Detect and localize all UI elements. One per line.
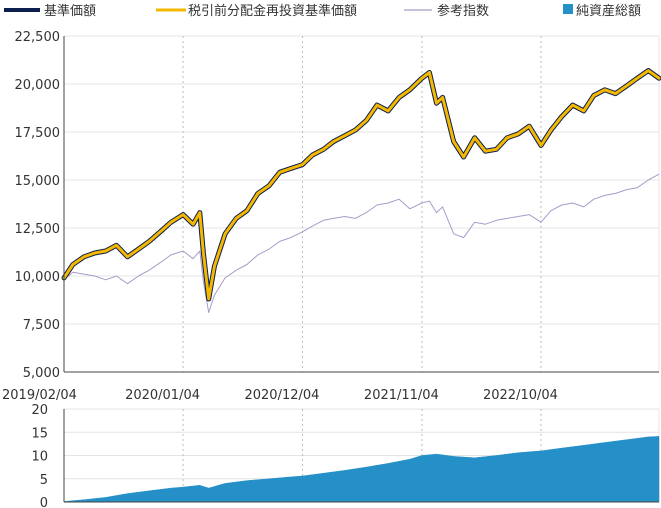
sub-y-tick-label: 20 xyxy=(31,403,48,418)
main-y-tick-label: 7,500 xyxy=(23,318,60,333)
sub-y-tick-label: 15 xyxy=(31,426,48,441)
series-area-net-assets xyxy=(63,436,660,503)
legend-label-nav: 基準価額 xyxy=(44,3,96,19)
legend: 基準価額 税引前分配金再投資基準価額 参考指数 純資産総額 xyxy=(4,3,641,19)
main-x-tick-label: 2019/02/04 xyxy=(2,388,77,403)
main-y-tick-label: 17,500 xyxy=(15,126,61,141)
main-y-tick-label: 12,500 xyxy=(15,222,61,237)
legend-swatch-net-assets xyxy=(563,4,573,14)
main-y-axis: 5,000 7,500 10,000 12,500 15,000 17,500 20,000… xyxy=(15,30,61,381)
main-x-tick-label: 2021/11/04 xyxy=(364,388,439,403)
sub-y-axis: 0 5 10 15 20 xyxy=(31,403,48,508)
legend-label-net-assets: 純資産総額 xyxy=(576,3,641,19)
sub-y-tick-label: 5 xyxy=(40,473,48,488)
net-assets-area-chart: 0 5 10 15 20 xyxy=(31,403,660,508)
main-y-tick-label: 22,500 xyxy=(15,30,61,45)
main-x-axis: 2019/02/04 2020/01/04 2020/12/04 2021/11/04… xyxy=(2,388,558,403)
main-x-tick-label: 2020/12/04 xyxy=(244,388,319,403)
sub-y-tick-label: 0 xyxy=(40,496,48,508)
main-y-tick-label: 20,000 xyxy=(15,78,61,93)
series-line-reinvested xyxy=(62,69,661,301)
main-y-tick-label: 15,000 xyxy=(15,174,61,189)
legend-label-reinvested: 税引前分配金再投資基準価額 xyxy=(188,3,357,19)
main-y-tick-label: 10,000 xyxy=(15,270,61,285)
main-y-tick-label: 5,000 xyxy=(23,366,60,381)
series-line-benchmark xyxy=(63,173,660,313)
series-line-nav xyxy=(61,68,661,302)
main-line-chart: 5,000 7,500 10,000 12,500 15,000 17,500 20,000… xyxy=(2,30,661,403)
main-x-tick-label: 2020/01/04 xyxy=(125,388,200,403)
main-x-tick-label: 2022/10/04 xyxy=(483,388,558,403)
legend-label-benchmark: 参考指数 xyxy=(437,3,489,19)
sub-y-tick-label: 10 xyxy=(31,450,48,465)
sub-series-group xyxy=(63,436,660,503)
main-series-group xyxy=(61,68,661,313)
